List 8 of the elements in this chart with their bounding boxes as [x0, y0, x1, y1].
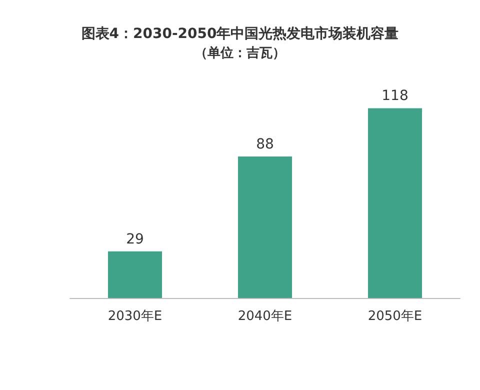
data-label: 29 [126, 231, 144, 248]
x-tick-label: 2050年E [368, 309, 422, 324]
data-label: 88 [256, 136, 274, 152]
chart-title: 图表4：2030-2050年中国光热发电市场装机容量 [81, 25, 399, 42]
x-tick-label: 2040年E [238, 309, 292, 324]
chart-subtitle: （单位：吉瓦） [194, 45, 286, 61]
x-tick-label: 2030年E [108, 309, 162, 324]
data-label: 118 [382, 88, 408, 104]
